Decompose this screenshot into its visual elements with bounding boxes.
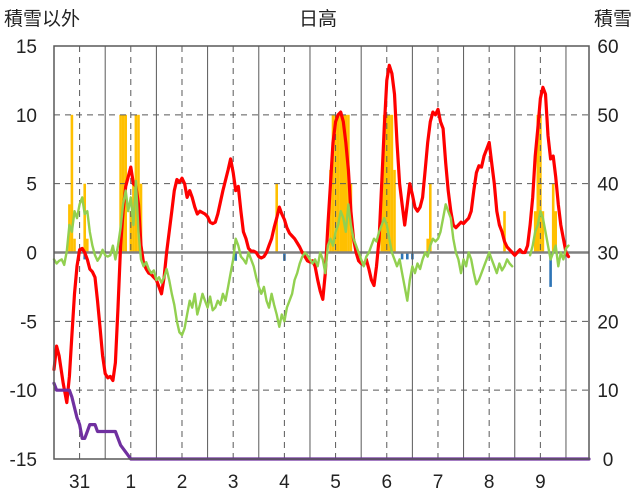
x-tick-label: 2 — [177, 472, 188, 493]
bar-orange_bars-29 — [426, 238, 429, 253]
left-axis-ticks: 15 10 5 0 -5 -10 -15 — [10, 37, 37, 471]
x-tick-label: 3 — [228, 472, 239, 493]
left-tick-label: 10 — [16, 106, 37, 127]
right-axis-ticks: 60 50 40 30 20 10 0 — [597, 37, 618, 471]
right-tick-label: 40 — [597, 175, 618, 196]
x-tick-label: 6 — [382, 472, 393, 493]
line-snow_depth-3 — [52, 381, 591, 461]
plot-frame — [53, 45, 590, 460]
bar-orange_bars-3 — [83, 183, 86, 253]
left-tick-label: 15 — [16, 37, 37, 58]
bar-orange_bars-12 — [139, 183, 143, 253]
line-green_series-2 — [528, 209, 570, 268]
x-axis-ticks: 31 1 2 3 4 5 6 7 8 9 — [69, 472, 546, 493]
right-tick-label: 0 — [603, 450, 614, 471]
bar-orange_bars-2 — [73, 238, 76, 253]
bar-orange_bars-17 — [336, 114, 340, 253]
x-tick-label: 5 — [330, 472, 341, 493]
bar-blue_bars-42 — [406, 252, 409, 260]
bar-blue_bars-44 — [549, 252, 552, 287]
bar-orange_bars-27 — [390, 114, 394, 253]
right-tick-label: 10 — [597, 381, 618, 402]
line-temperature-0 — [52, 63, 571, 405]
right-tick-label: 30 — [597, 244, 618, 265]
x-tick-label: 4 — [279, 472, 290, 493]
chart-title: 日高 — [299, 8, 337, 30]
x-tick-label: 9 — [535, 472, 546, 493]
bar-orange_bars-35 — [541, 211, 545, 253]
bar-orange_bars-31 — [503, 211, 506, 253]
series-layer — [52, 63, 591, 461]
left-tick-label: -15 — [10, 450, 37, 471]
bar-orange_bars-30 — [429, 183, 432, 253]
right-tick-label: 50 — [597, 106, 618, 127]
right-tick-label: 20 — [597, 312, 618, 333]
bar-orange_bars-4 — [86, 238, 89, 253]
bar-orange_bars-28 — [393, 169, 396, 253]
x-tick-label: 8 — [484, 472, 495, 493]
bar-orange_bars-14 — [329, 169, 332, 253]
grid-layer — [54, 46, 589, 459]
x-tick-label: 7 — [433, 472, 444, 493]
bar-orange_bars-8 — [129, 211, 133, 253]
plot-border — [53, 45, 590, 460]
bar-orange_bars-37 — [554, 211, 557, 253]
bar-blue_bars-39 — [234, 252, 237, 261]
left-tick-label: -5 — [20, 312, 37, 333]
bar-orange_bars-1 — [70, 114, 74, 253]
bar-orange_bars-33 — [536, 114, 540, 253]
left-tick-label: 0 — [26, 244, 37, 265]
bar-orange_bars-36 — [551, 183, 555, 253]
x-tick-label: 31 — [69, 472, 90, 493]
bar-blue_bars-41 — [400, 252, 404, 260]
left-tick-label: -10 — [10, 381, 37, 402]
left-tick-label: 5 — [26, 175, 37, 196]
right-tick-label: 60 — [597, 37, 618, 58]
bar-orange_bars-23 — [380, 183, 383, 253]
line-green_series-1 — [52, 179, 514, 337]
left-axis-label: 積雪以外 — [4, 8, 80, 30]
right-axis-label: 積雪 — [594, 8, 632, 30]
x-tick-label: 1 — [126, 472, 137, 493]
bar-orange_bars-11 — [137, 114, 140, 253]
